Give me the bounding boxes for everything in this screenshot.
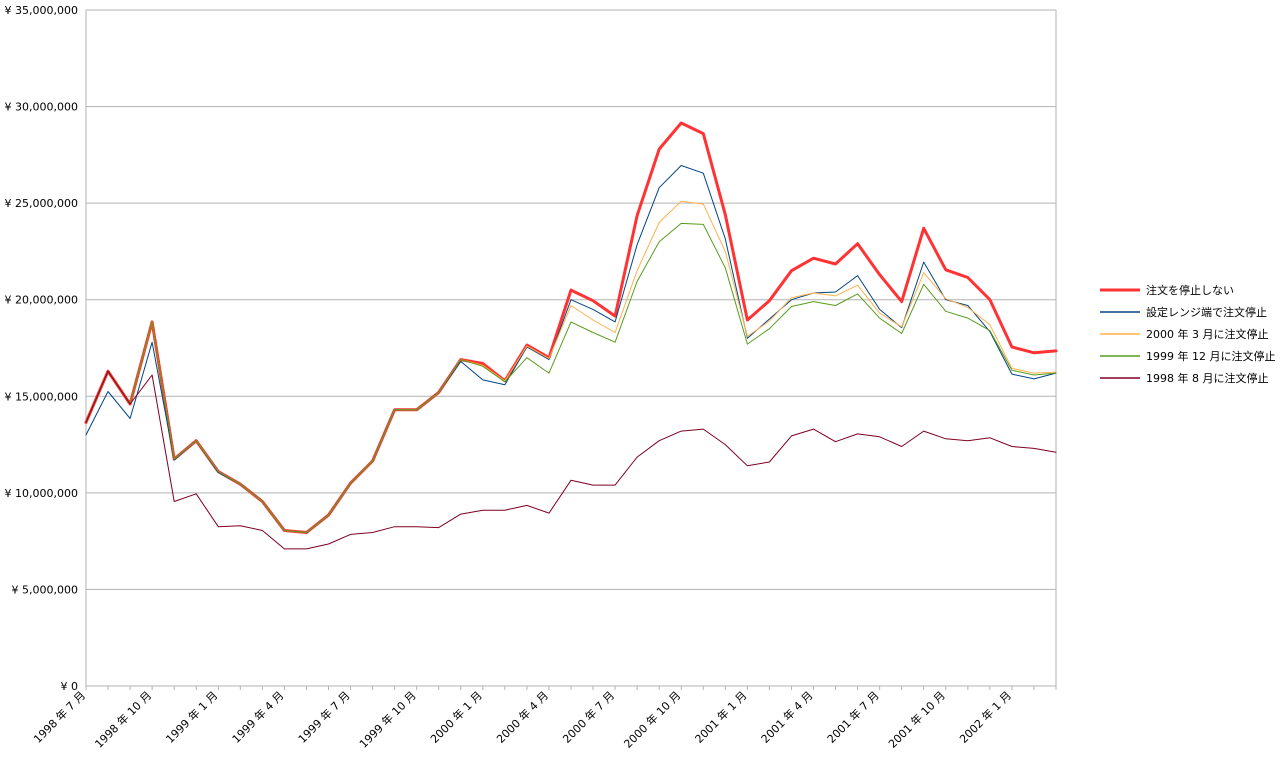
y-tick-label: ¥ 25,000,000 [5,197,78,210]
y-tick-label: ¥ 30,000,000 [5,101,78,114]
legend-label: 2000 年 3 月に注文停止 [1146,327,1268,341]
y-tick-label: ¥ 5,000,000 [12,583,78,596]
x-tick-label: 2001 年 10 月 [885,688,948,751]
x-tick-label: 1999 年 4 月 [229,688,287,746]
gridlines [86,9,1057,687]
series-line-3 [85,222,1057,533]
legend-label: 注文を停止しない [1146,283,1234,297]
x-tick-label: 1998 年 7 月 [31,688,89,746]
legend-label: 1999 年 12 月に注文停止 [1146,349,1275,363]
series-line-2 [85,200,1057,533]
series-line-0 [84,121,1058,534]
legend-label: 1998 年 8 月に注文停止 [1146,371,1268,385]
series-lines [84,121,1058,550]
x-tick-label: 2000 年 7 月 [560,688,618,746]
x-tick-label: 2000 年 4 月 [493,688,551,746]
x-tick-label: 2002 年 1 月 [956,688,1014,746]
axes: ¥ 0 ¥ 5,000,000 ¥ 10,000,000 ¥ 15,000,000 ¥ … [5,4,1057,751]
legend-label: 設定レンジ端で注文停止 [1146,305,1267,319]
x-tick-label: 2000 年 1 月 [427,688,485,746]
y-tick-label: ¥ 20,000,000 [5,294,78,307]
x-tick-label: 1999 年 10 月 [356,688,419,751]
x-tick-label: 2001 年 4 月 [758,688,816,746]
x-tick-label: 2001 年 1 月 [692,688,750,746]
series-line-4 [85,370,1057,550]
y-tick-label: ¥ 10,000,000 [5,487,78,500]
y-tick-label: ¥ 0 [61,680,79,693]
x-tick-label: 1999 年 7 月 [295,688,353,746]
y-tick-label: ¥ 35,000,000 [5,4,78,17]
x-tick-label: 1999 年 1 月 [163,688,221,746]
x-tick-label: 1998 年 10 月 [92,688,155,751]
x-tick-label: 2000 年 10 月 [621,688,684,751]
x-tick-label: 2001 年 7 月 [824,688,882,746]
y-tick-label: ¥ 15,000,000 [5,390,78,403]
